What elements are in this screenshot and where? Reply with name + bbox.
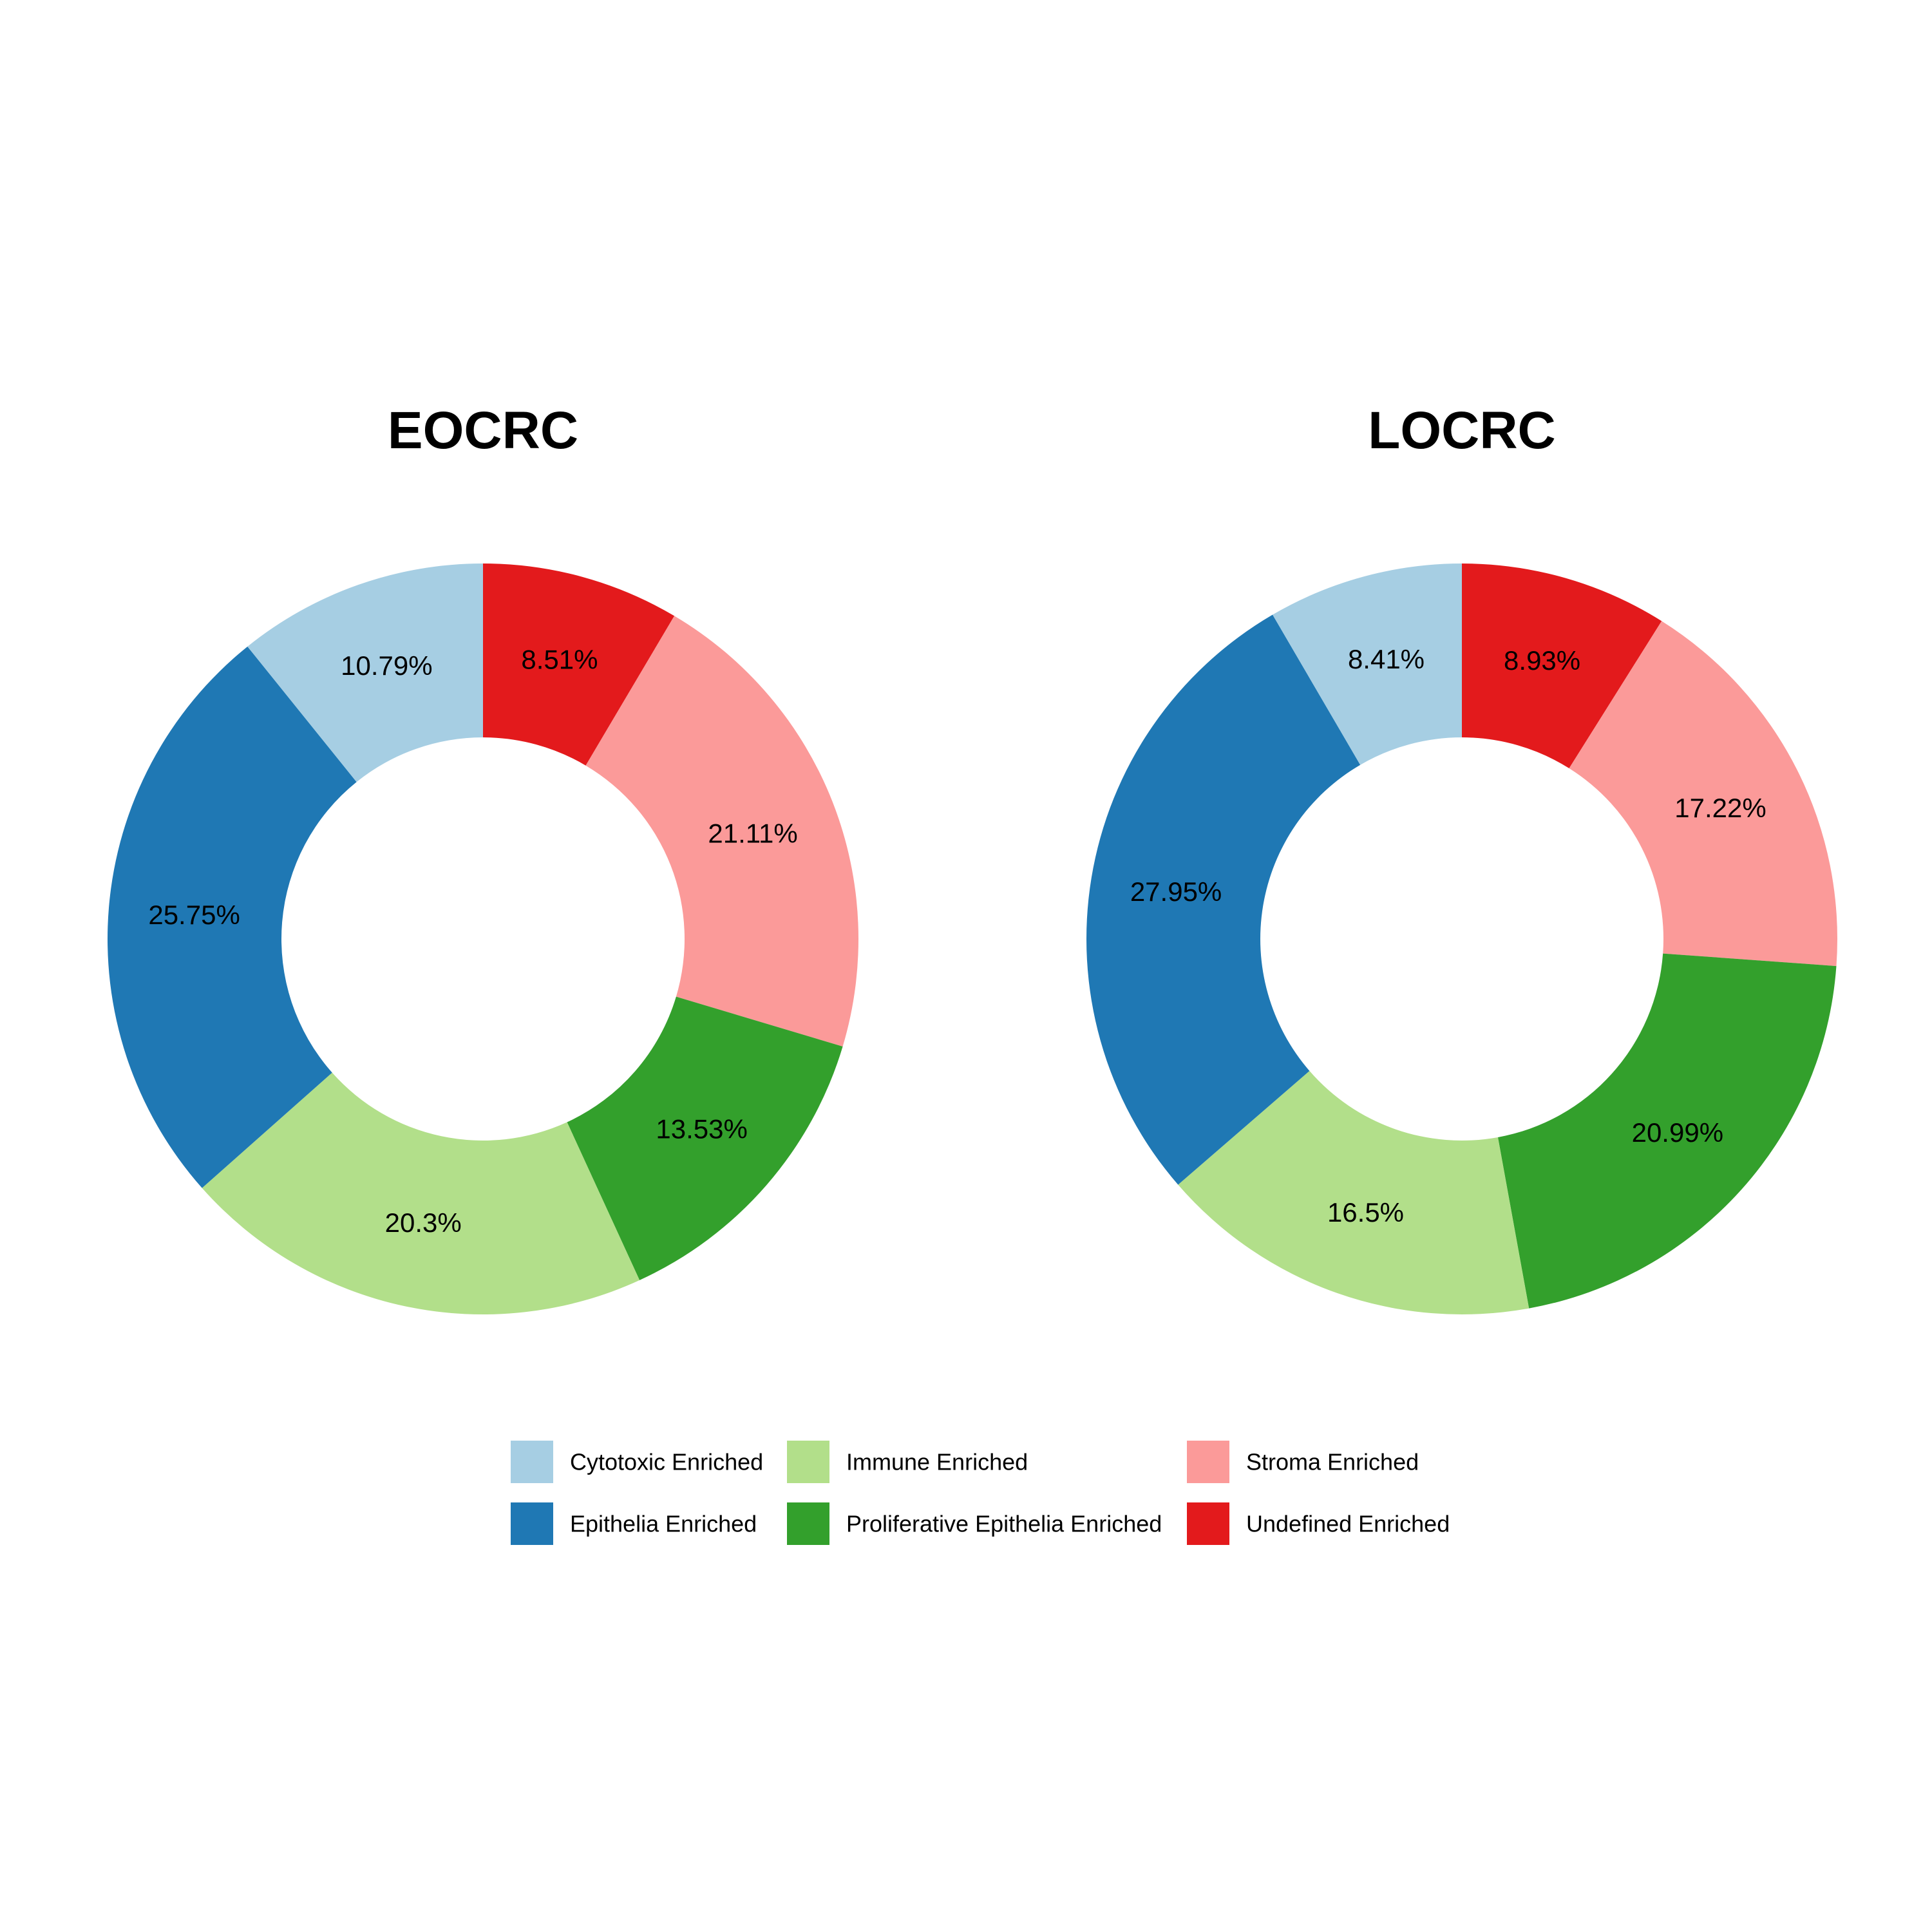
eocrc-slice-label-proliferative-epithelia-enriched: 13.53% bbox=[656, 1114, 747, 1144]
eocrc-slice-proliferative-epithelia-enriched bbox=[567, 996, 843, 1280]
legend-item-cytotoxic-enriched: Cytotoxic Enriched bbox=[511, 1441, 763, 1483]
legend-swatch-undefined-enriched bbox=[1187, 1502, 1229, 1545]
locrc-slice-undefined-enriched bbox=[1462, 564, 1662, 768]
eocrc-slice-undefined-enriched bbox=[483, 564, 675, 766]
legend-item-proliferative-epithelia-enriched: Proliferative Epithelia Enriched bbox=[787, 1502, 1162, 1545]
locrc-slice-epithelia-enriched bbox=[1086, 614, 1361, 1185]
eocrc-slice-cytotoxic-enriched bbox=[247, 564, 483, 782]
eocrc-slice-label-cytotoxic-enriched: 10.79% bbox=[341, 650, 432, 681]
eocrc-slice-label-undefined-enriched: 8.51% bbox=[521, 644, 598, 674]
legend-item-epithelia-enriched: Epithelia Enriched bbox=[511, 1502, 757, 1545]
legend-swatch-immune-enriched bbox=[787, 1441, 829, 1483]
legend-item-immune-enriched: Immune Enriched bbox=[787, 1441, 1028, 1483]
locrc-slice-cytotoxic-enriched bbox=[1273, 564, 1462, 765]
locrc-donut-chart: LOCRC 8.93% 17.22% 20.99% 16.5% 27.95% 8.41% bbox=[1086, 401, 1837, 1314]
legend-label-cytotoxic-enriched: Cytotoxic Enriched bbox=[570, 1449, 763, 1475]
legend-label-undefined-enriched: Undefined Enriched bbox=[1246, 1511, 1450, 1537]
eocrc-chart-title: EOCRC bbox=[388, 401, 578, 460]
locrc-slice-label-undefined-enriched: 8.93% bbox=[1504, 645, 1580, 676]
legend-label-proliferative-epithelia-enriched: Proliferative Epithelia Enriched bbox=[846, 1511, 1162, 1537]
locrc-slice-proliferative-epithelia-enriched bbox=[1497, 953, 1837, 1309]
legend-swatch-epithelia-enriched bbox=[511, 1502, 553, 1545]
locrc-slice-immune-enriched bbox=[1178, 1070, 1530, 1314]
locrc-slice-label-epithelia-enriched: 27.95% bbox=[1130, 876, 1222, 907]
legend: Cytotoxic Enriched Epithelia Enriched Immu… bbox=[511, 1441, 1450, 1545]
legend-swatch-proliferative-epithelia-enriched bbox=[787, 1502, 829, 1545]
legend-label-stroma-enriched: Stroma Enriched bbox=[1246, 1449, 1419, 1475]
eocrc-slice-label-epithelia-enriched: 25.75% bbox=[148, 900, 240, 930]
locrc-slice-label-immune-enriched: 16.5% bbox=[1327, 1197, 1404, 1227]
eocrc-slice-epithelia-enriched bbox=[107, 646, 357, 1188]
legend-item-stroma-enriched: Stroma Enriched bbox=[1187, 1441, 1419, 1483]
legend-item-undefined-enriched: Undefined Enriched bbox=[1187, 1502, 1450, 1545]
locrc-slice-label-stroma-enriched: 17.22% bbox=[1674, 793, 1766, 823]
eocrc-slice-label-stroma-enriched: 21.11% bbox=[708, 819, 797, 849]
eocrc-slice-label-immune-enriched: 20.3% bbox=[385, 1208, 462, 1238]
locrc-slice-label-cytotoxic-enriched: 8.41% bbox=[1348, 644, 1425, 674]
locrc-slice-stroma-enriched bbox=[1569, 621, 1837, 967]
eocrc-slice-stroma-enriched bbox=[585, 616, 858, 1046]
locrc-slice-label-proliferative-epithelia-enriched: 20.99% bbox=[1632, 1117, 1723, 1148]
eocrc-slice-immune-enriched bbox=[202, 1072, 640, 1314]
legend-label-epithelia-enriched: Epithelia Enriched bbox=[570, 1511, 757, 1537]
legend-swatch-cytotoxic-enriched bbox=[511, 1441, 553, 1483]
legend-label-immune-enriched: Immune Enriched bbox=[846, 1449, 1028, 1475]
legend-swatch-stroma-enriched bbox=[1187, 1441, 1229, 1483]
locrc-chart-title: LOCRC bbox=[1368, 401, 1556, 460]
eocrc-donut-chart: EOCRC 8.51% 21.11% 13.53% 20.3% 25.75% 10.79% bbox=[107, 401, 858, 1314]
